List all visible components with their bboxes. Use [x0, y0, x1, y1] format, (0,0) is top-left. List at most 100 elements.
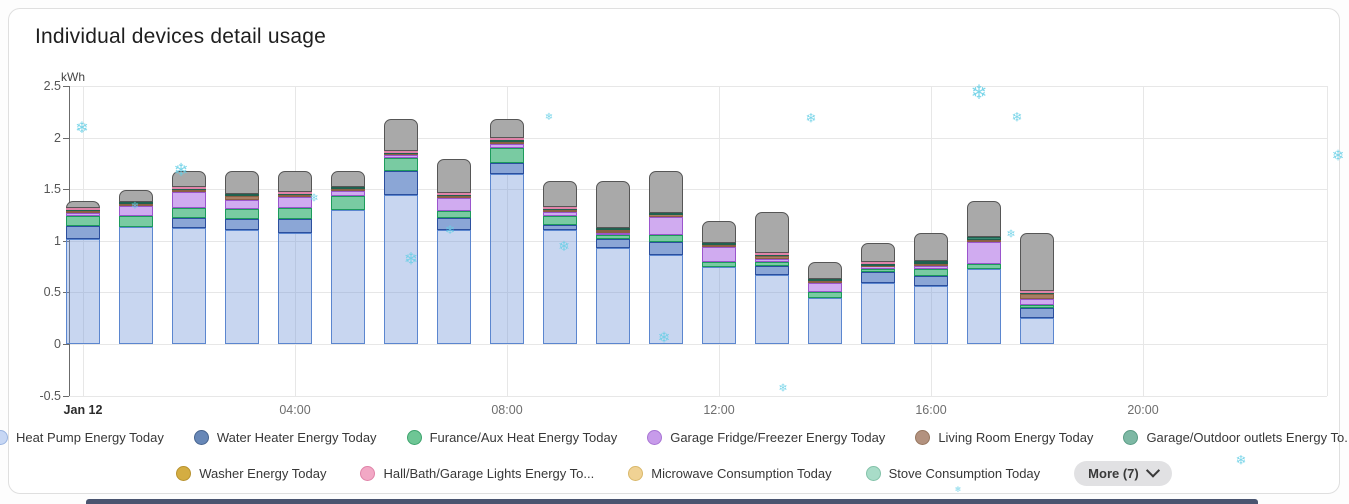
- bar-segment[interactable]: [172, 190, 206, 193]
- bar-segment[interactable]: [119, 190, 153, 202]
- bar-segment[interactable]: [437, 193, 471, 196]
- bar-segment[interactable]: [225, 196, 259, 200]
- bar-segment[interactable]: [225, 170, 259, 195]
- bar-segment[interactable]: [596, 232, 630, 235]
- bar-segment[interactable]: [119, 201, 153, 204]
- bar-segment[interactable]: [1020, 294, 1054, 299]
- bar-segment[interactable]: [702, 266, 736, 344]
- bar-segment[interactable]: [278, 195, 312, 198]
- bar-segment[interactable]: [596, 248, 630, 344]
- bar-segment[interactable]: [967, 241, 1001, 264]
- bar-segment[interactable]: [861, 262, 895, 265]
- bar-segment[interactable]: [861, 263, 895, 266]
- bar-segment[interactable]: [384, 151, 418, 154]
- bar-segment[interactable]: [331, 189, 365, 192]
- bar-segment[interactable]: [702, 262, 736, 267]
- bar-segment[interactable]: [490, 163, 524, 174]
- bar-segment[interactable]: [1020, 318, 1054, 344]
- bar-segment[interactable]: [490, 147, 524, 164]
- bar-segment[interactable]: [172, 228, 206, 344]
- bar-segment[interactable]: [649, 255, 683, 344]
- bar-segment[interactable]: [225, 199, 259, 209]
- bar-segment[interactable]: [119, 227, 153, 344]
- bar-segment[interactable]: [278, 232, 312, 344]
- bar-segment[interactable]: [66, 216, 100, 227]
- bar-segment[interactable]: [808, 278, 842, 282]
- bar-segment[interactable]: [278, 219, 312, 233]
- bar-segment[interactable]: [914, 268, 948, 276]
- bar-segment[interactable]: [66, 212, 100, 217]
- bar-segment[interactable]: [490, 139, 524, 142]
- bar-segment[interactable]: [437, 218, 471, 231]
- bar-segment[interactable]: [66, 210, 100, 213]
- bar-segment[interactable]: [384, 195, 418, 344]
- legend-item[interactable]: Garage/Outdoor outlets Energy To...: [1123, 430, 1349, 445]
- bar-segment[interactable]: [861, 283, 895, 344]
- bar-segment[interactable]: [755, 262, 789, 266]
- bar-segment[interactable]: [649, 170, 683, 213]
- bar-segment[interactable]: [755, 259, 789, 263]
- bar-segment[interactable]: [384, 152, 418, 155]
- bar-segment[interactable]: [1020, 291, 1054, 294]
- bar-segment[interactable]: [66, 207, 100, 210]
- bar-segment[interactable]: [755, 274, 789, 344]
- bar-segment[interactable]: [596, 230, 630, 233]
- bar-segment[interactable]: [543, 206, 577, 209]
- legend-item[interactable]: Living Room Energy Today: [915, 430, 1093, 445]
- bar-segment[interactable]: [808, 297, 842, 344]
- bar-segment[interactable]: [384, 158, 418, 171]
- bar-segment[interactable]: [649, 217, 683, 235]
- bar-segment[interactable]: [278, 170, 312, 193]
- bar-segment[interactable]: [755, 211, 789, 254]
- bar-segment[interactable]: [1020, 292, 1054, 295]
- bar-segment[interactable]: [967, 263, 1001, 269]
- bar-segment[interactable]: [702, 242, 736, 245]
- bar-segment[interactable]: [437, 159, 471, 194]
- bar-segment[interactable]: [755, 256, 789, 260]
- bar-segment[interactable]: [1020, 307, 1054, 319]
- bar-segment[interactable]: [172, 192, 206, 208]
- bar-segment[interactable]: [172, 170, 206, 188]
- bar-segment[interactable]: [331, 209, 365, 344]
- bar-segment[interactable]: [1020, 304, 1054, 308]
- bar-segment[interactable]: [596, 180, 630, 229]
- bar-segment[interactable]: [437, 196, 471, 199]
- bar-segment[interactable]: [119, 216, 153, 228]
- bar-segment[interactable]: [861, 264, 895, 267]
- bar-segment[interactable]: [172, 207, 206, 219]
- bar-segment[interactable]: [437, 198, 471, 211]
- bar-segment[interactable]: [278, 192, 312, 195]
- bar-segment[interactable]: [1020, 298, 1054, 305]
- bar-segment[interactable]: [861, 242, 895, 263]
- legend-item[interactable]: Stove Consumption Today: [865, 466, 1040, 481]
- bar-segment[interactable]: [861, 271, 895, 284]
- bar-segment[interactable]: [755, 254, 789, 257]
- bar-segment[interactable]: [808, 283, 842, 293]
- bar-segment[interactable]: [755, 253, 789, 256]
- bar-segment[interactable]: [649, 234, 683, 242]
- bar-segment[interactable]: [490, 173, 524, 344]
- bar-segment[interactable]: [66, 208, 100, 211]
- bar-segment[interactable]: [808, 292, 842, 298]
- legend-item[interactable]: Furance/Aux Heat Energy Today: [406, 430, 617, 445]
- bar-segment[interactable]: [437, 194, 471, 197]
- bar-segment[interactable]: [384, 119, 418, 151]
- bar-segment[interactable]: [437, 210, 471, 219]
- bar-segment[interactable]: [543, 209, 577, 212]
- bar-segment[interactable]: [543, 216, 577, 226]
- bar-segment[interactable]: [66, 238, 100, 344]
- bar-segment[interactable]: [649, 212, 683, 215]
- bar-segment[interactable]: [384, 170, 418, 196]
- bar-segment[interactable]: [914, 265, 948, 269]
- bar-segment[interactable]: [278, 207, 312, 220]
- legend-item[interactable]: Garage Fridge/Freezer Energy Today: [647, 430, 885, 445]
- bar-segment[interactable]: [649, 241, 683, 256]
- bar-segment[interactable]: [225, 194, 259, 197]
- bar-segment[interactable]: [225, 230, 259, 344]
- bar-segment[interactable]: [331, 187, 365, 190]
- bar-segment[interactable]: [808, 281, 842, 284]
- bar-segment[interactable]: [172, 187, 206, 190]
- bar-segment[interactable]: [543, 230, 577, 344]
- bar-segment[interactable]: [119, 205, 153, 217]
- bar-segment[interactable]: [914, 232, 948, 262]
